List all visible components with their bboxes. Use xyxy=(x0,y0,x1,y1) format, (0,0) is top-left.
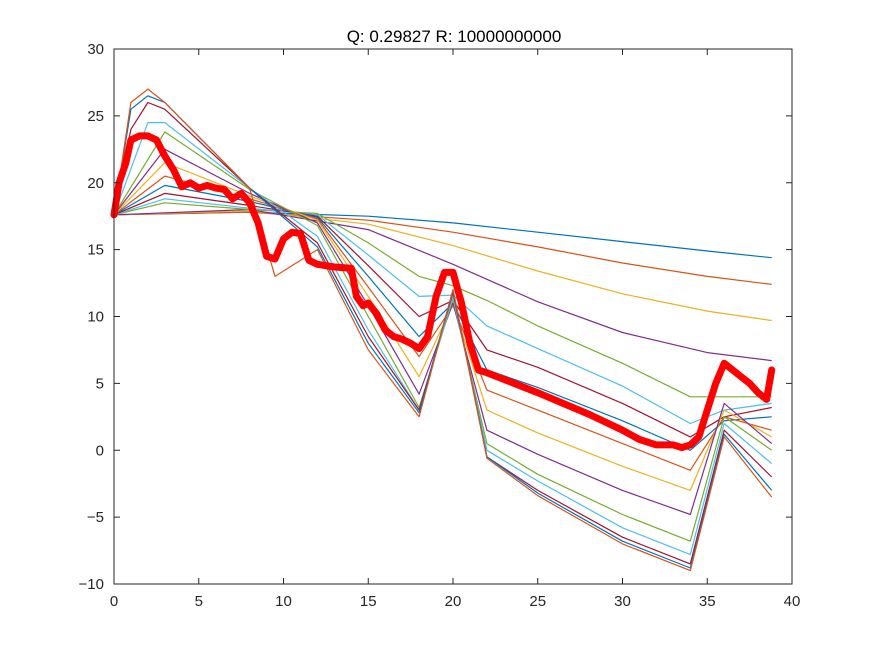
plot-area: 0 5 10 15 20 25 30 35 40 −10 −5 0 5 10 15 20 25 30 xyxy=(79,41,801,610)
series-line-4 xyxy=(113,208,772,362)
y-tick-label: 10 xyxy=(87,309,104,326)
y-tick-label: 20 xyxy=(87,175,104,192)
series-line-16 xyxy=(113,88,773,572)
y-tick-label: 25 xyxy=(87,108,104,125)
highlight-series-line xyxy=(110,132,776,452)
x-tick-label: 25 xyxy=(529,593,546,610)
plot-background xyxy=(114,49,792,584)
series-line-15 xyxy=(113,95,773,569)
x-tick-label: 30 xyxy=(614,593,631,610)
series-line-11 xyxy=(113,148,773,516)
chart-title: Q: 0.29827 R: 10000000000 xyxy=(347,27,562,46)
x-tick-label: 5 xyxy=(195,593,203,610)
x-tick-label: 10 xyxy=(275,593,292,610)
series-line-14 xyxy=(113,101,773,565)
y-tick-label: −5 xyxy=(87,509,104,526)
y-tick-label: 0 xyxy=(96,442,104,459)
y-tick-label: 15 xyxy=(87,242,104,259)
x-tick-label: 15 xyxy=(360,593,377,610)
x-tick-label: 40 xyxy=(784,593,801,610)
y-tick-label: −10 xyxy=(79,576,104,593)
x-tick-label: 35 xyxy=(699,593,716,610)
x-tick-label: 20 xyxy=(445,593,462,610)
x-tick-label: 0 xyxy=(110,593,118,610)
y-tick-label: 5 xyxy=(96,375,104,392)
y-tick-label: 30 xyxy=(87,41,104,58)
